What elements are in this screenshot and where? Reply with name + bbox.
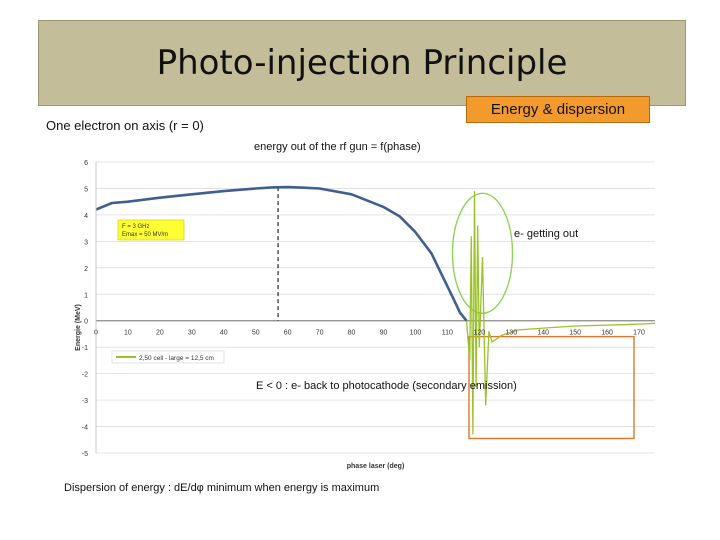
y-tick-label: -1	[82, 345, 88, 352]
x-tick-label: 110	[442, 330, 453, 337]
y-axis-label: Energie (MeV)	[75, 304, 82, 351]
x-tick-label: 130	[505, 330, 517, 337]
negative-energy-box	[468, 335, 635, 440]
parameter-text: F = 3 GHz	[122, 224, 150, 230]
parameter-text: Emax = 50 MV/m	[122, 232, 168, 238]
x-tick-label: 20	[156, 330, 164, 337]
chart-caption: energy out of the rf gun = f(phase)	[254, 141, 421, 153]
x-tick-label: 90	[380, 330, 388, 337]
x-tick-label: 120	[473, 330, 485, 337]
x-tick-label: 50	[252, 330, 260, 337]
chart-annotations: F = 3 GHz Emax = 50 MV/m 2,50 cell - large…	[111, 187, 635, 440]
y-tick-label: 4	[84, 213, 88, 220]
annotation-getting-out: e- getting out	[514, 228, 579, 240]
annotation-back-to-cathode: E < 0 : e- back to photocathode (seconda…	[256, 380, 517, 392]
x-tick-label: 70	[316, 330, 324, 337]
y-tick-label: -3	[82, 398, 88, 405]
dispersion-note: Dispersion of energy : dE/dφ minimum whe…	[64, 482, 380, 494]
highlight-ellipse	[451, 192, 514, 314]
x-tick-label: 10	[124, 330, 132, 337]
y-tick-label: 0	[84, 319, 88, 326]
x-tick-label: 40	[220, 330, 228, 337]
x-tick-label: 30	[188, 330, 196, 337]
energy-curve	[95, 185, 468, 322]
x-tick-label: 80	[348, 330, 356, 337]
oscillation-curve	[465, 191, 656, 435]
y-tick-label: -4	[82, 425, 88, 432]
parameter-box	[117, 219, 185, 241]
legend-label: 2,50 cell - large = 12,5 cm	[139, 355, 214, 362]
x-tick-label: 160	[601, 330, 613, 337]
chart-series	[95, 185, 656, 435]
subtitle: One electron on axis (r = 0)	[46, 118, 204, 133]
legend-box	[111, 350, 225, 364]
y-tick-label: -2	[82, 372, 88, 379]
y-tick-label: 6	[84, 160, 88, 167]
x-tick-label: 150	[569, 330, 581, 337]
x-axis-label: phase laser (deg)	[347, 463, 405, 470]
x-tick-label: 170	[633, 330, 645, 337]
x-tick-label: 140	[537, 330, 549, 337]
slide-title: Photo-injection Principle	[156, 43, 568, 83]
topic-badge: Energy & dispersion	[466, 96, 650, 123]
chart-grid	[96, 161, 655, 454]
y-tick-label: 1	[84, 292, 88, 299]
x-tick-label: 60	[284, 330, 292, 337]
y-tick-label: 2	[84, 266, 88, 273]
x-tick-label: 100	[410, 330, 422, 337]
chart-axes: 6543210-1-2-3-4-501020304050607080901001…	[75, 160, 645, 470]
title-bar: Photo-injection Principle	[38, 20, 686, 106]
y-tick-label: -5	[82, 451, 88, 458]
y-tick-label: 5	[84, 186, 88, 193]
y-tick-label: 3	[84, 239, 88, 246]
